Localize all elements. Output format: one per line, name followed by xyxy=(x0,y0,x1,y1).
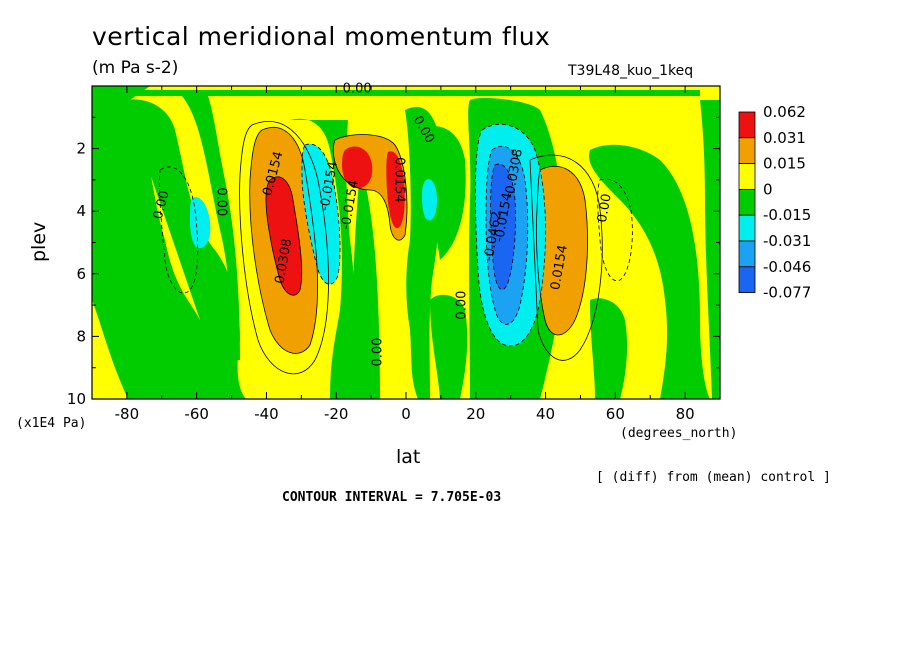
contour-label: 0.00 xyxy=(371,338,386,367)
region-negative xyxy=(125,99,246,399)
colorbar-label: 0.062 xyxy=(763,103,806,121)
contour-interval: CONTOUR INTERVAL = 7.705E-03 xyxy=(282,490,502,505)
y-tick-label: 2 xyxy=(76,140,86,158)
region-strong-positive xyxy=(386,151,405,229)
x-tick-label: -20 xyxy=(324,405,349,423)
contour-line xyxy=(159,166,199,294)
y-axis-units: (x1E4 Pa) xyxy=(16,416,87,431)
contour-label: 0.00 xyxy=(454,291,469,320)
x-axis-label: lat xyxy=(396,446,421,468)
region-negative xyxy=(420,126,466,260)
x-tick-label: 20 xyxy=(466,405,485,423)
colorbar-swatch xyxy=(738,111,756,139)
contour-line xyxy=(535,165,588,336)
contour-label: 0.00 xyxy=(151,189,173,221)
region-strong-positive xyxy=(342,146,373,189)
x-tick-label: 80 xyxy=(676,405,695,423)
colorbar-label: 0.015 xyxy=(763,155,806,173)
colorbar-swatch xyxy=(738,240,756,268)
contour-label: 0.00 xyxy=(595,193,615,224)
contour-line xyxy=(485,145,529,325)
diff-note: [ (diff) from (mean) control ] xyxy=(596,470,831,485)
region-negative xyxy=(345,150,380,399)
contour-line xyxy=(332,134,408,241)
contour-line xyxy=(597,178,633,282)
x-tick-label: 60 xyxy=(606,405,625,423)
colorbar-label: -0.031 xyxy=(763,232,811,250)
region-negative xyxy=(92,86,204,399)
contour-lines xyxy=(159,121,633,375)
x-axis-units: (degrees_north) xyxy=(620,426,738,441)
region-negative xyxy=(590,298,628,399)
colorbar-label: 0.031 xyxy=(763,129,806,147)
contour-label: 0.0154 xyxy=(392,157,407,203)
colorbar-label: -0.015 xyxy=(763,206,811,224)
contour-line xyxy=(249,127,319,354)
x-tick-label: -40 xyxy=(254,405,279,423)
colorbar-label: -0.046 xyxy=(763,258,811,276)
contour-line xyxy=(529,154,603,361)
x-tick-label: 40 xyxy=(536,405,555,423)
y-tick-label: 4 xyxy=(76,202,86,220)
colorbar-swatch xyxy=(738,163,756,190)
filled-contour-field xyxy=(92,86,720,399)
region-strong-negative xyxy=(422,179,437,221)
contour-line xyxy=(490,163,516,290)
contour-label: 0.00 xyxy=(343,82,372,97)
region-strongest-negative xyxy=(490,164,516,290)
colorbar-swatch xyxy=(738,214,756,242)
colorbar: 0.062 0.031 0.015 0 -0.015 -0.031 -0.046 -0.077 xyxy=(738,103,811,302)
x-tick-label: 0 xyxy=(401,405,411,423)
region-strong-positive xyxy=(266,176,302,296)
contour-line xyxy=(474,123,546,347)
region-negative xyxy=(290,118,356,399)
region-negative xyxy=(92,90,700,96)
region-negative xyxy=(430,294,468,399)
x-tick-label: -60 xyxy=(184,405,209,423)
region-negative xyxy=(700,100,720,399)
colorbar-swatch xyxy=(738,137,756,165)
run-label: T39L48_kuo_1keq xyxy=(568,63,694,79)
y-tick-label: 8 xyxy=(76,327,86,345)
region-negative xyxy=(589,144,710,399)
y-tick-label: 10 xyxy=(67,390,86,408)
y-axis: 2 4 6 8 10 xyxy=(67,116,720,408)
contour-line xyxy=(265,176,303,296)
colorbar-label: 0 xyxy=(763,180,773,198)
x-tick-label: -80 xyxy=(115,405,140,423)
chart-units: (m Pa s-2) xyxy=(92,58,179,78)
region-strong-negative xyxy=(302,144,341,285)
colorbar-swatch xyxy=(738,266,756,293)
y-tick-label: 6 xyxy=(76,265,86,283)
contour-line xyxy=(301,143,341,285)
contour-line xyxy=(239,121,329,375)
region-positive xyxy=(536,166,588,335)
colorbar-label: -0.077 xyxy=(763,284,811,302)
colorbar-swatch xyxy=(738,188,756,216)
contour-label: 0.00 xyxy=(214,187,229,216)
x-axis: -80 -60 -40 -20 0 20 40 60 80 xyxy=(91,86,721,423)
chart-title: vertical meridional momentum flux xyxy=(92,22,551,51)
region-negative xyxy=(176,90,240,360)
